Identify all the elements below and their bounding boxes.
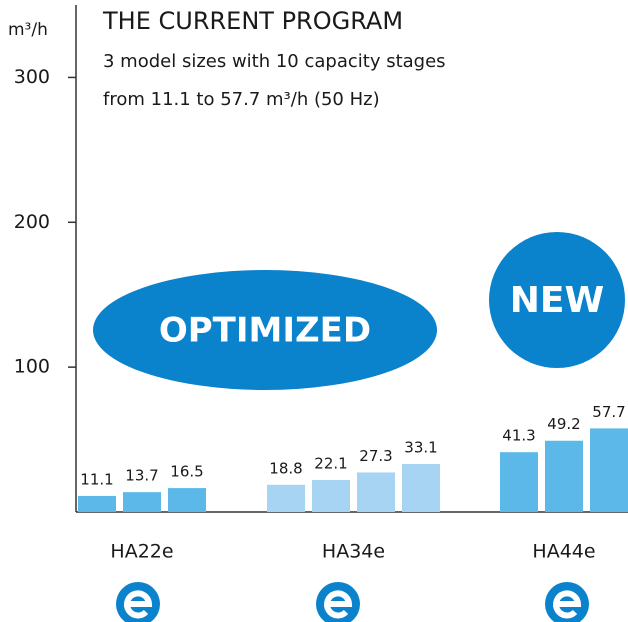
optimized-badge	[93, 270, 437, 390]
x-tick-label: HA22e	[110, 541, 173, 563]
bar	[78, 495, 116, 512]
x-tick-label: HA34e	[322, 541, 385, 563]
eco-icon-glyph	[553, 590, 582, 619]
subtitle: from 11.1 to 57.7 m³/h (50 Hz)	[103, 89, 380, 110]
annotation: NEW	[510, 280, 604, 321]
value-label: 22.1	[314, 454, 347, 472]
eco-icon-glyph	[324, 590, 353, 619]
value-label: 27.3	[359, 447, 392, 465]
eco-icon-glyph	[124, 590, 153, 619]
chart-title: THE CURRENT PROGRAM	[102, 7, 403, 35]
annotation: OPTIMIZED	[159, 311, 371, 351]
y-axis-label: m³/h	[8, 20, 48, 40]
value-label: 16.5	[170, 463, 203, 481]
bar	[123, 492, 161, 512]
new-badge	[489, 232, 625, 368]
value-label: 57.7	[592, 403, 625, 421]
bar	[168, 488, 206, 512]
x-tick-label: HA44e	[532, 541, 595, 563]
bar	[500, 452, 538, 512]
y-tick-label: 300	[14, 66, 50, 88]
subtitle: 3 model sizes with 10 capacity stages	[103, 51, 446, 72]
value-label: 49.2	[547, 415, 580, 433]
bar	[402, 464, 440, 512]
y-tick-label: 100	[14, 356, 50, 378]
value-label: 18.8	[269, 459, 302, 477]
bar	[357, 472, 395, 512]
value-label: 11.1	[80, 470, 113, 488]
y-tick-label: 200	[14, 211, 50, 233]
value-label: 33.1	[404, 439, 437, 457]
bar	[545, 440, 583, 512]
bar	[312, 479, 350, 512]
bar	[590, 428, 628, 512]
value-label: 13.7	[125, 467, 158, 485]
bar	[267, 484, 305, 512]
value-label: 41.3	[502, 427, 535, 445]
